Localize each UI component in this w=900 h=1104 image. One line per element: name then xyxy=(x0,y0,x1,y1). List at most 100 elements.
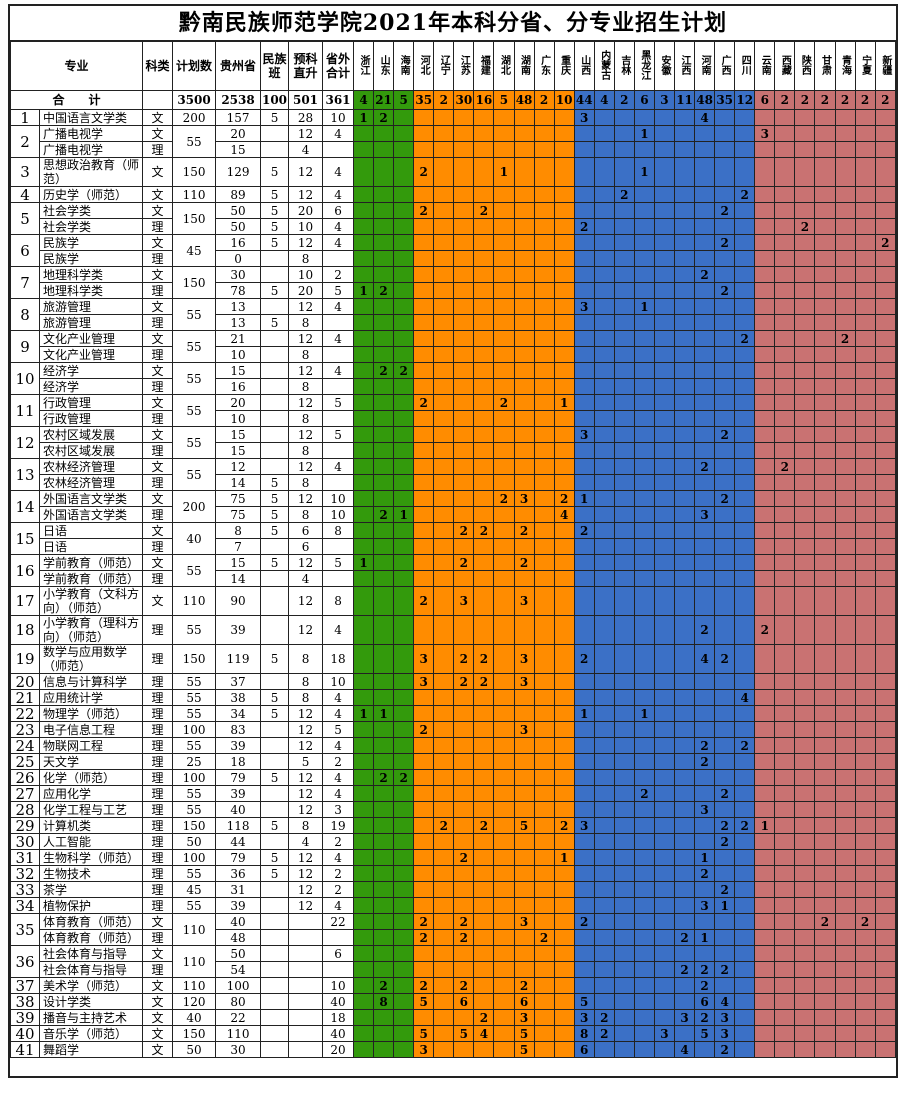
province-cell: 2 xyxy=(734,737,756,754)
province-cell xyxy=(473,570,495,587)
province-cell xyxy=(533,817,555,834)
province-cell xyxy=(413,442,435,459)
province-cell xyxy=(433,394,455,411)
province-cell xyxy=(814,125,836,142)
province-cell xyxy=(633,961,655,978)
province-cell xyxy=(734,929,756,946)
plan-count: 45 xyxy=(172,881,217,898)
province-cell xyxy=(493,769,515,786)
province-cell xyxy=(533,913,555,930)
province-cell xyxy=(714,218,736,235)
province-cell xyxy=(834,426,856,443)
province-cell: 2 xyxy=(413,157,435,187)
province-cell xyxy=(613,689,635,706)
province-cell xyxy=(353,474,375,491)
ethnic-class-count xyxy=(260,833,290,850)
outside-total: 4 xyxy=(322,737,355,754)
province-cell xyxy=(413,298,435,315)
outside-total: 4 xyxy=(322,705,355,722)
province-cell: 2 xyxy=(714,644,736,674)
outside-total: 10 xyxy=(322,109,355,126)
province-cell xyxy=(493,234,515,251)
province-cell xyxy=(553,426,575,443)
province-cell xyxy=(413,522,435,539)
province-cell: 2 xyxy=(694,737,716,754)
guizhou-count: 30 xyxy=(215,266,262,283)
header-prep: 预科直升 xyxy=(288,41,324,91)
province-cell xyxy=(593,314,615,331)
major-number: 8 xyxy=(10,298,40,331)
province-cell xyxy=(774,125,796,142)
province-cell xyxy=(754,833,776,850)
table-row: 17 小学教育（文科方向）（师范）文 110 90 12 8 2 3 3 xyxy=(10,586,897,616)
province-cell xyxy=(573,881,595,898)
total-province-cell: 5 xyxy=(393,90,415,110)
province-cell: 2 xyxy=(453,554,475,571)
province-cell xyxy=(613,362,635,379)
guizhou-count: 50 xyxy=(215,202,262,219)
province-cell xyxy=(373,330,395,347)
province-cell xyxy=(854,554,876,571)
province-cell xyxy=(754,1041,776,1058)
province-cell xyxy=(653,753,676,770)
province-cell xyxy=(353,125,375,142)
province-cell xyxy=(573,897,595,914)
outside-total xyxy=(322,250,355,267)
major-name: 设计学类 xyxy=(38,993,144,1010)
province-cell xyxy=(734,109,756,126)
province-cell xyxy=(814,202,836,219)
major-number: 22 xyxy=(10,705,40,722)
guizhou-count: 15 xyxy=(215,554,262,571)
province-cell xyxy=(393,490,415,507)
province-cell: 1 xyxy=(633,298,655,315)
total-province-cell: 2 xyxy=(834,90,856,110)
province-cell xyxy=(433,266,455,283)
province-cell xyxy=(613,833,635,850)
province-cell xyxy=(794,458,816,475)
province-cell xyxy=(433,689,455,706)
plan-count: 55 xyxy=(172,554,217,587)
province-cell xyxy=(493,426,515,443)
province-cell xyxy=(754,506,776,523)
province-cell xyxy=(613,442,635,459)
major-type: 理 xyxy=(142,881,174,898)
header-province: 广东 xyxy=(538,54,550,75)
province-cell xyxy=(674,394,696,411)
province-cell xyxy=(874,141,897,158)
province-cell xyxy=(393,689,415,706)
province-cell xyxy=(493,801,515,818)
province-cell xyxy=(694,410,716,427)
province-cell xyxy=(473,458,495,475)
province-cell xyxy=(714,298,736,315)
province-cell: 5 xyxy=(694,1025,716,1042)
guizhou-count: 90 xyxy=(215,586,262,616)
province-cell xyxy=(794,125,816,142)
total-province-cell: 2 xyxy=(433,90,455,110)
province-cell xyxy=(573,737,595,754)
province-cell xyxy=(393,186,415,203)
province-cell: 3 xyxy=(513,673,535,690)
province-cell xyxy=(533,753,555,770)
header-province: 山西 xyxy=(578,54,590,75)
province-cell xyxy=(453,109,475,126)
guizhou-count: 15 xyxy=(215,141,262,158)
province-cell xyxy=(593,298,615,315)
plan-count: 55 xyxy=(172,897,217,914)
province-cell xyxy=(533,109,555,126)
province-cell xyxy=(694,218,716,235)
province-cell xyxy=(553,410,575,427)
major-name: 经济学 xyxy=(38,378,144,395)
outside-total: 4 xyxy=(322,849,355,866)
province-cell xyxy=(453,817,475,834)
province-cell xyxy=(794,1025,816,1042)
province-cell xyxy=(874,644,897,674)
province-cell xyxy=(513,881,535,898)
province-cell xyxy=(794,394,816,411)
ethnic-class-count: 5 xyxy=(260,202,290,219)
province-cell: 1 xyxy=(633,157,655,187)
major-type: 文 xyxy=(142,362,174,379)
province-cell xyxy=(433,586,455,616)
province-cell xyxy=(473,753,495,770)
guizhou-count: 40 xyxy=(215,913,262,930)
province-cell xyxy=(674,586,696,616)
